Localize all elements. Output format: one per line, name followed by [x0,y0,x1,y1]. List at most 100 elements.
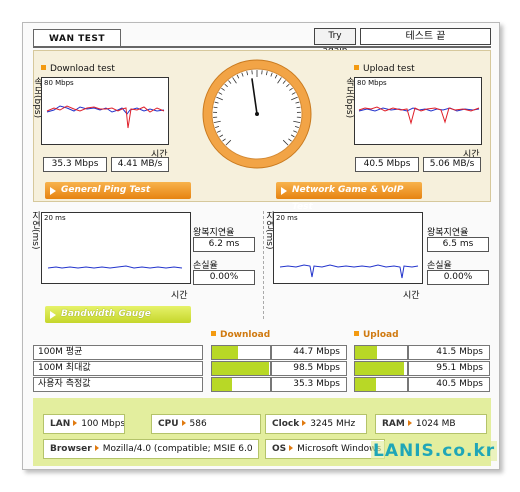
upload-x-label: 시간 [463,150,480,160]
ping-x-label: 시간 [171,291,188,301]
download-x-label: 시간 [151,150,168,160]
ping-y-label: 지연(ms) [30,211,40,250]
upload-mbps: 40.5 Mbps [355,157,419,172]
gauge-tick [282,80,286,84]
section-game-voip: Network Game & VoIP Test [276,182,422,212]
gauge-tick [236,74,240,79]
upload-series-red [358,106,480,125]
download-bar-value: 98.5 Mbps [271,361,347,376]
game-chart: 20 ms [273,212,423,284]
gauge-tick [289,87,293,91]
bandwidth-row-label: 100M 최대값 [33,361,203,376]
game-delay-label: 왕복지연율 [427,228,469,238]
download-mbs: 4.41 MB/s [111,157,169,172]
ping-delay: 6.2 ms [193,237,255,252]
game-series [279,264,419,279]
gauge-tick [295,101,300,104]
download-series-blue [46,105,165,115]
download-bar-value: 44.7 Mbps [271,345,347,360]
upload-series-blue [358,107,480,112]
game-x-label: 시간 [403,291,420,301]
gauge-tick [215,125,220,128]
gauge-tick [290,134,295,138]
upload-y-label: 속도(bps) [344,77,354,119]
upload-scale: 80 Mbps [357,79,387,87]
download-graph [46,105,165,129]
game-y-label: 지연(ms) [264,211,274,250]
upload-bar [354,361,408,376]
ping-scale: 20 ms [44,214,66,222]
speed-gauge [202,59,312,169]
gauge-tick [222,138,226,142]
cpu-info: CPU 586 [151,414,261,434]
download-bar-fill [212,378,233,391]
tab-wan-test[interactable]: WAN TEST [33,29,121,47]
upload-bar-fill [355,362,405,375]
bandwidth-upload-header: Upload [354,330,399,340]
download-bar [211,361,271,376]
gauge-tick [221,87,225,91]
gauge-tick [232,77,237,84]
upload-bar-value: 41.5 Mbps [408,345,490,360]
gauge-tick [213,120,221,123]
download-scale: 80 Mbps [44,79,74,87]
bandwidth-row-label: 사용자 측정값 [33,377,203,392]
upload-chart: 80 Mbps [354,77,482,145]
upload-bar [354,345,408,360]
header-divider [33,46,491,48]
download-bar-fill [212,362,270,375]
wan-test-window: WAN TEST Try again 테스트 끝 Download test 속… [22,22,500,470]
gauge-tick [270,72,273,77]
bandwidth-row-label: 100M 평균 [33,345,203,360]
ram-info: RAM 1024 MB [375,414,487,434]
download-chart: 80 Mbps [41,77,169,145]
ping-divider [263,211,264,319]
gauge-tick [214,101,219,104]
download-title: Download test [41,64,115,74]
gauge-tick [218,92,223,95]
gauge-tick [294,125,299,128]
download-mbps: 35.3 Mbps [43,157,107,172]
section-bandwidth: Bandwidth Gauge [45,306,191,323]
download-bar [211,377,271,392]
gauge-tick [216,130,221,133]
gauge-tick [241,72,244,77]
game-delay: 6.5 ms [427,237,489,252]
download-bar-fill [212,346,238,359]
upload-bar-fill [355,346,377,359]
try-again-button[interactable]: Try again [314,28,356,56]
ping-graph [47,265,183,269]
ping-delay-label: 왕복지연율 [193,228,235,238]
download-bar-value: 35.3 Mbps [271,377,347,392]
game-loss-label: 손실율 [427,261,452,271]
gauge-tick [274,74,278,79]
status-field: 테스트 끝 [360,28,491,45]
gauge-tick [277,77,282,84]
gauge-tick [228,80,232,84]
download-y-label: 속도(bps) [32,77,42,119]
game-graph [279,264,419,279]
section-general-ping: General Ping Test [45,182,191,199]
gauge-tick [224,83,228,88]
gauge-tick [296,106,301,109]
gauge-tick [293,120,301,123]
upload-bar-value: 40.5 Mbps [408,377,490,392]
gauge-tick [288,138,292,142]
gauge-tick [286,83,290,88]
gauge-tick [282,139,289,146]
gauge-tick [291,92,296,95]
download-bar [211,345,271,360]
upload-title: Upload test [354,64,415,74]
ping-series [47,265,183,269]
bandwidth-download-header: Download [211,330,270,340]
upload-mbs: 5.06 MB/s [423,157,481,172]
upload-bar [354,377,408,392]
game-scale: 20 ms [276,214,298,222]
upload-bar-fill [355,378,377,391]
clock-info: Clock 3245 MHz [265,414,367,434]
upload-graph [358,106,480,125]
gauge-tick [219,134,224,138]
ping-loss: 0.00% [193,270,255,285]
gauge-tick [216,96,223,101]
